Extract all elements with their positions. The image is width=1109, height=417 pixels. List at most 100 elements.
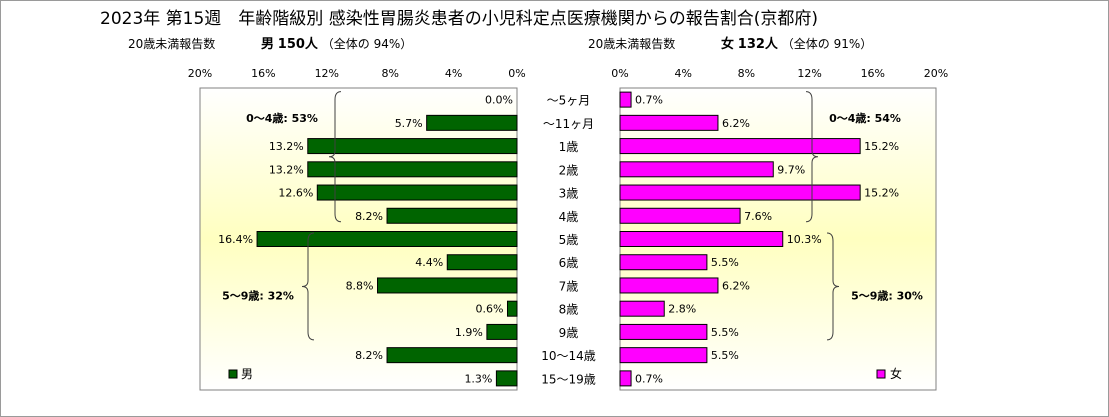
- male-axis-tick: 8%: [381, 67, 398, 80]
- female-bar: [619, 277, 719, 294]
- male-axis-tick: 16%: [251, 67, 275, 80]
- female-header-sex: 女: [720, 37, 734, 52]
- female-bar: [619, 300, 665, 317]
- female-data-label: 0.7%: [635, 94, 663, 107]
- male-data-label: 12.6%: [278, 187, 313, 200]
- male-axis-tick: 12%: [315, 67, 339, 80]
- male-bar: [377, 277, 518, 294]
- female-legend-swatch: [876, 369, 886, 379]
- male-axis-tick: 0%: [508, 67, 525, 80]
- female-5-9-annotation: 5～9歳: 30%: [851, 288, 923, 302]
- female-data-label: 7.6%: [744, 210, 772, 223]
- female-bar: [619, 347, 708, 364]
- female-axis-tick: 0%: [611, 67, 628, 80]
- male-header-count: 150人: [277, 37, 318, 52]
- male-data-label: 0.0%: [485, 94, 513, 107]
- category-label: 9歳: [559, 326, 579, 340]
- male-header-sex: 男: [260, 37, 274, 52]
- female-axis-tick: 12%: [797, 67, 821, 80]
- category-label: 7歳: [559, 279, 579, 293]
- male-bar: [307, 161, 518, 178]
- chart-title: 2023年 第15週 年齢階級別 感染性胃腸炎患者の小児科定点医療機関からの報告…: [100, 9, 818, 29]
- male-0-4-bracket: [328, 91, 342, 223]
- female-header-share: （全体の 91%）: [781, 37, 873, 51]
- male-0-4-annotation: 0～4歳: 53%: [246, 111, 318, 125]
- female-bar: [619, 323, 708, 340]
- male-data-label: 5.7%: [395, 117, 423, 130]
- category-label: 1歳: [559, 140, 579, 154]
- male-bar: [386, 347, 518, 364]
- male-bar: [506, 300, 518, 317]
- male-data-label: 13.2%: [269, 140, 304, 153]
- female-0-4-bracket: [805, 91, 819, 223]
- female-axis-tick: 8%: [738, 67, 755, 80]
- female-bar: [619, 370, 632, 387]
- female-header-label: 20歳未満報告数: [588, 37, 676, 51]
- female-5-9-bracket: [826, 232, 840, 341]
- male-data-label: 4.4%: [415, 256, 443, 269]
- male-bar: [256, 231, 518, 247]
- male-data-label: 13.2%: [269, 163, 304, 176]
- category-label: 15～19歳: [541, 372, 596, 386]
- category-label: 8歳: [559, 303, 579, 317]
- female-header: 20歳未満報告数 女 132人 （全体の 91%）: [588, 33, 872, 52]
- female-axis-tick: 4%: [674, 67, 691, 80]
- female-data-label: 15.2%: [864, 140, 899, 153]
- male-bar: [316, 184, 518, 201]
- female-0-4-annotation: 0～4歳: 54%: [829, 111, 901, 125]
- female-bar: [619, 231, 784, 247]
- female-bar: [619, 207, 741, 224]
- male-bar: [486, 323, 518, 340]
- female-bar: [619, 161, 774, 178]
- category-label: ～11ヶ月: [543, 117, 594, 131]
- female-data-label: 15.2%: [864, 187, 899, 200]
- female-data-label: 6.2%: [722, 279, 750, 292]
- female-bar: [619, 138, 861, 155]
- female-bar: [619, 254, 708, 271]
- female-bar: [619, 114, 719, 131]
- female-axis-tick: 20%: [924, 67, 948, 80]
- male-data-label: 1.3%: [464, 372, 492, 385]
- male-data-label: 1.9%: [455, 326, 483, 339]
- female-data-label: 5.5%: [711, 326, 739, 339]
- male-bar: [386, 207, 518, 224]
- female-bar: [619, 91, 632, 108]
- category-label: 4歳: [559, 210, 579, 224]
- category-label: 10～14歳: [541, 349, 596, 363]
- female-header-count: 132人: [737, 37, 778, 52]
- male-bar: [495, 370, 518, 387]
- male-bar: [307, 138, 518, 155]
- female-axis-tick: 16%: [861, 67, 885, 80]
- male-data-label: 8.2%: [355, 349, 383, 362]
- female-data-label: 5.5%: [711, 349, 739, 362]
- female-data-label: 5.5%: [711, 256, 739, 269]
- category-label: ～5ヶ月: [547, 94, 591, 108]
- category-label: 3歳: [559, 187, 579, 201]
- female-data-label: 2.8%: [668, 303, 696, 316]
- category-label: 6歳: [559, 256, 579, 270]
- female-data-label: 6.2%: [722, 117, 750, 130]
- category-label: 5歳: [559, 233, 579, 247]
- category-label: 2歳: [559, 163, 579, 177]
- male-data-label: 16.4%: [218, 233, 253, 246]
- male-legend-label: 男: [241, 367, 253, 381]
- female-legend-label: 女: [890, 366, 902, 381]
- male-5-9-annotation: 5～9歳: 32%: [222, 288, 294, 302]
- male-legend-swatch: [228, 369, 238, 379]
- male-data-label: 8.8%: [346, 279, 374, 292]
- male-header-label: 20歳未満報告数: [128, 37, 216, 51]
- male-5-9-bracket: [301, 232, 315, 341]
- male-header-share: （全体の 94%）: [321, 37, 413, 51]
- male-header: 20歳未満報告数 男 150人 （全体の 94%）: [128, 33, 412, 52]
- male-data-label: 0.6%: [476, 303, 504, 316]
- male-data-label: 8.2%: [355, 210, 383, 223]
- male-axis-tick: 20%: [188, 67, 212, 80]
- female-data-label: 0.7%: [635, 372, 663, 385]
- male-bar: [426, 114, 518, 131]
- male-bar: [446, 254, 518, 271]
- female-bar: [619, 184, 861, 201]
- female-data-label: 10.3%: [787, 233, 822, 246]
- male-axis-tick: 4%: [445, 67, 462, 80]
- female-data-label: 9.7%: [777, 163, 805, 176]
